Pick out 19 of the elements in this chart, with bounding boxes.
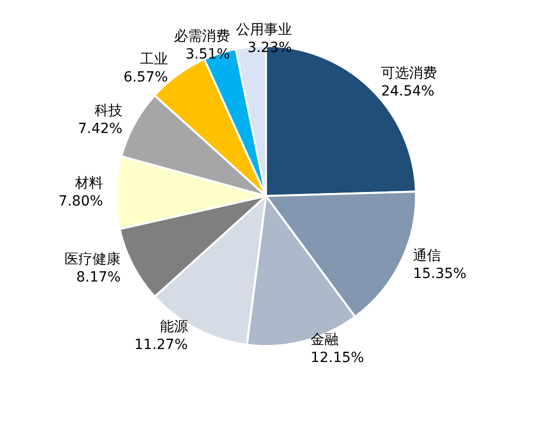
slice-label: 工业 [140,51,168,68]
data-label: 12.15% [310,350,364,366]
data-label: 8.17% [76,270,121,286]
slice-label: 金融 [310,332,339,348]
slice-label: 材料 [74,175,104,192]
data-label: 24.54% [381,84,434,100]
data-label: 15.35% [413,266,466,282]
slice-label: 能源 [160,319,188,336]
data-label: 6.57% [123,69,168,86]
slice-label: 医疗健康 [64,252,121,268]
slice-label: 可选消费 [381,66,438,82]
data-label: 3.23% [247,40,292,56]
slice-label: 必需消费 [174,28,230,45]
data-label: 11.27% [134,337,188,354]
data-label: 7.42% [78,121,122,138]
slice-label: 科技 [94,103,122,120]
data-label: 7.80% [58,193,104,210]
slice-label: 通信 [413,248,442,264]
slice-label: 公用事业 [236,22,292,38]
